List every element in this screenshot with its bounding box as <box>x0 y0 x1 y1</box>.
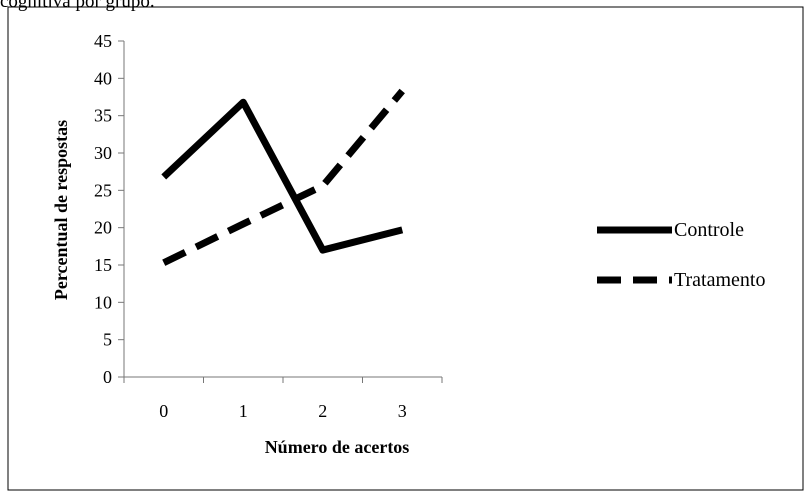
y-axis-label: Percentual de respostas <box>51 120 71 300</box>
axes: 0 5 10 15 20 25 30 35 40 45 0 1 2 3 <box>94 31 443 421</box>
x-tick-label: 0 <box>159 401 168 421</box>
series-line-tratamento <box>162 88 405 266</box>
y-tick-label: 10 <box>94 292 112 312</box>
legend: Controle Tratamento <box>597 219 765 291</box>
legend-label-controle: Controle <box>674 219 744 241</box>
series-line-controle <box>161 98 404 254</box>
y-tick-label: 20 <box>94 218 112 238</box>
x-tick-label: 2 <box>318 401 327 421</box>
chart-frame <box>7 6 804 491</box>
y-tick-label: 40 <box>94 68 112 88</box>
y-tick-label: 15 <box>94 255 112 275</box>
figure-caption: cognitiva por grupo. <box>0 0 155 12</box>
legend-label-tratamento: Tratamento <box>674 269 765 291</box>
y-tick-label: 30 <box>94 143 112 163</box>
y-tick-label: 25 <box>94 180 112 200</box>
x-axis-label: Número de acertos <box>265 437 410 457</box>
y-tick-label: 5 <box>103 330 112 350</box>
y-tick-label: 35 <box>94 106 112 126</box>
y-tick-label: 0 <box>103 367 112 387</box>
series-layer <box>161 88 405 266</box>
y-tick-label: 45 <box>94 31 112 51</box>
x-tick-label: 3 <box>398 401 407 421</box>
x-tick-label: 1 <box>239 401 248 421</box>
